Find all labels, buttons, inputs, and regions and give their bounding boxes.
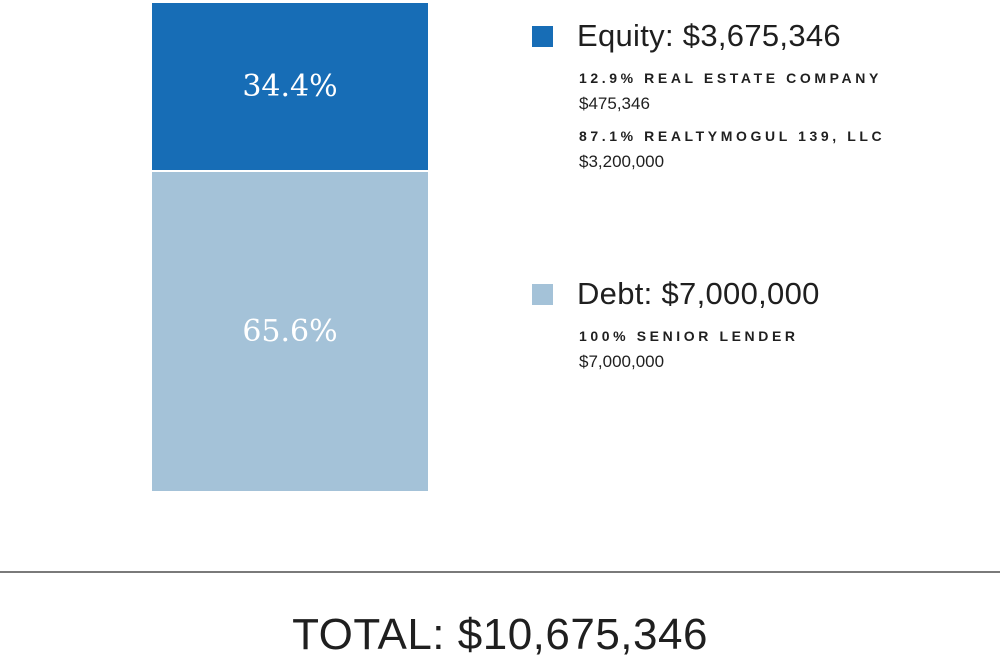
bar-segment-label-equity: 34.4% [242, 69, 338, 105]
debt-title: Debt: $7,000,000 [577, 276, 820, 311]
bar-segment-debt: 65.6% [152, 170, 428, 491]
stacked-bar: 34.4% 65.6% [152, 3, 428, 491]
equity-title: Equity: $3,675,346 [577, 18, 841, 53]
legend-group-debt: Debt: $7,000,000 100% SENIOR LENDER $7,00… [532, 274, 820, 372]
legend-item: 87.1% REALTYMOGUL 139, LLC $3,200,000 [579, 128, 885, 172]
bar-segment-label-debt: 65.6% [242, 314, 338, 350]
legend-item-amount: $475,346 [579, 94, 650, 113]
divider [0, 571, 1000, 573]
legend-item: 100% SENIOR LENDER $7,000,000 [579, 328, 820, 372]
total-label: TOTAL: $10,675,346 [292, 610, 708, 659]
legend-group-equity: Equity: $3,675,346 12.9% REAL ESTATE COM… [532, 16, 885, 172]
legend-item: 12.9% REAL ESTATE COMPANY $475,346 [579, 70, 885, 114]
legend-item-name: 100% SENIOR LENDER [579, 328, 799, 344]
debt-swatch [532, 283, 553, 305]
bar-segment-equity: 34.4% [152, 3, 428, 171]
legend-item-amount: $7,000,000 [579, 352, 665, 371]
legend-item-name: 12.9% REAL ESTATE COMPANY [579, 70, 882, 86]
legend-item-amount: $3,200,000 [579, 152, 665, 171]
equity-swatch [532, 25, 553, 47]
legend-item-name: 87.1% REALTYMOGUL 139, LLC [579, 128, 886, 144]
